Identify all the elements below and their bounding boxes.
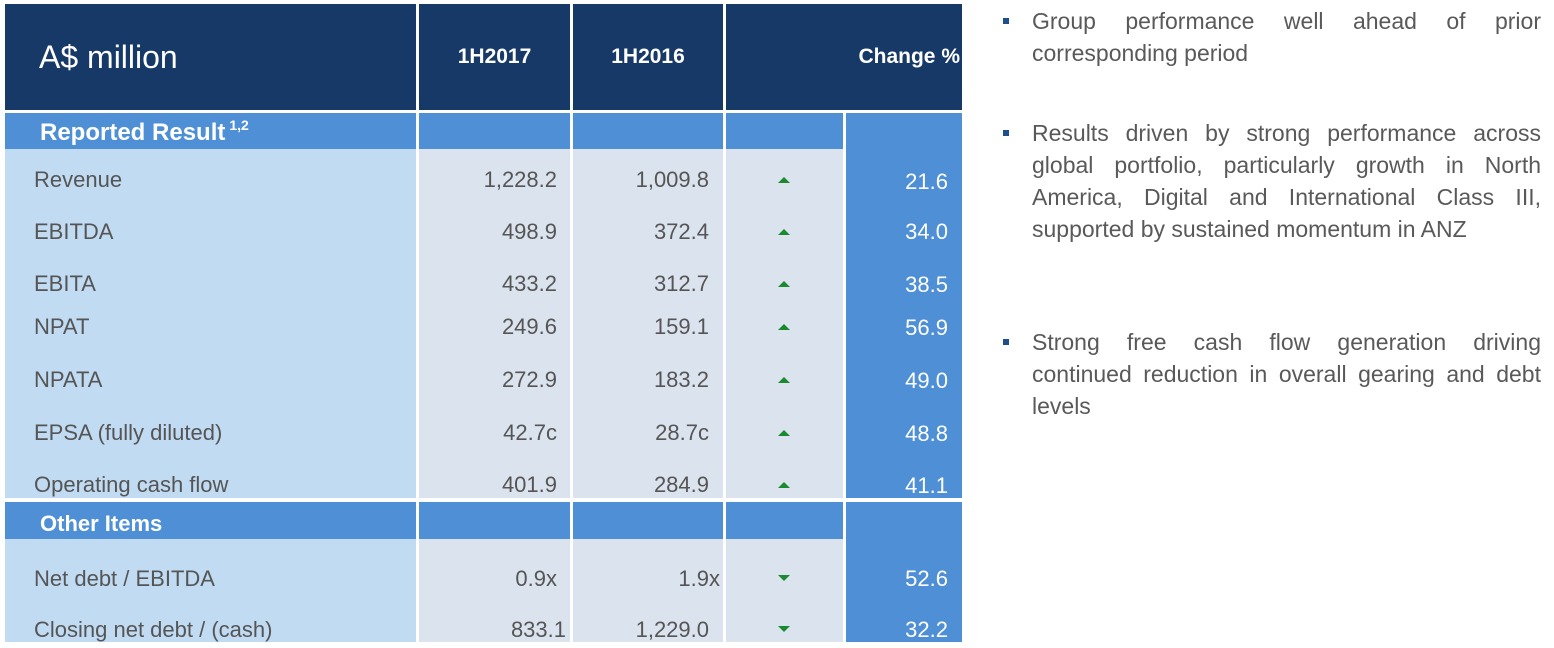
header-title-text: A$ million [39,38,178,75]
table-header-title: A$ million [5,4,416,110]
change-percent: 56.9 [905,315,948,340]
column-header-change-text: Change % [858,45,960,68]
change-percent: 21.6 [905,169,948,194]
section1-col2-column [573,149,723,498]
value-1h2017: 498.9 [501,219,557,244]
up-arrow-icon [778,482,790,488]
change-percent: 41.1 [905,473,948,498]
up-arrow-icon [778,377,790,383]
value-1h2016: 183.2 [653,367,709,392]
section1-col2-fill [573,113,723,149]
column-header-1h2017: 1H2017 [419,4,570,110]
section-reported-result-footnote: 1,2 [229,117,249,133]
change-percent: 52.6 [905,566,948,591]
row-label: NPAT [34,314,90,339]
bullet-text: Group performance well ahead of prior co… [1032,8,1541,66]
row-label: NPATA [34,367,103,392]
column-header-1h2016-text: 1H2016 [611,45,685,68]
value-1h2017: 249.6 [501,314,557,339]
section-other-items-label: Other Items [40,511,163,536]
bullet-item: Results driven by strong performance acr… [1003,117,1541,245]
row-label: EPSA (fully diluted) [34,420,223,445]
row-label: Revenue [34,167,123,192]
section2-col1-column [419,539,570,642]
row-label: EBITA [34,271,96,296]
section2-col1-fill [419,502,570,539]
change-percent: 34.0 [905,219,948,244]
value-1h2016: 1,009.8 [635,167,709,192]
section2-arrow-col-fill [726,502,843,539]
section1-col1-column [419,149,570,498]
change-percent: 49.0 [905,368,948,393]
section1-col1-fill [419,113,570,149]
up-arrow-icon [778,281,790,287]
up-arrow-icon [778,430,790,436]
section1-arrow-col-fill [726,113,843,149]
section-other-items: Other Items [5,502,416,539]
section2-arrow-column [726,539,843,642]
section2-col2-column [573,539,723,642]
column-header-1h2017-text: 1H2017 [457,45,532,68]
bullet-text: Results driven by strong performance acr… [1032,120,1541,242]
value-1h2017: 1,228.2 [483,167,557,192]
bullet-square-icon [1003,339,1009,345]
value-1h2016: 159.1 [653,314,709,339]
change-percent: 32.2 [905,617,948,642]
row-label: Operating cash flow [34,472,229,497]
section1-change-column [846,113,962,498]
change-percent: 48.8 [905,421,948,446]
value-1h2016: 1.9x [678,566,720,591]
row-label: Closing net debt / (cash) [34,617,273,642]
value-1h2016: 1,229.0 [635,617,709,642]
bullet-item: Group performance well ahead of prior co… [1003,5,1541,69]
section2-label-column [5,539,416,642]
bullet-text: Strong free cash flow generation driving… [1032,329,1541,419]
up-arrow-icon [778,177,790,183]
row-label: Net debt / EBITDA [34,566,215,591]
section-reported-result-label: Reported Result [40,119,226,146]
section-reported-result: Reported Result 1,2 [5,113,416,149]
section2-col2-fill [573,502,723,539]
value-1h2017: 401.9 [501,472,557,497]
bullet-item: Strong free cash flow generation driving… [1003,326,1541,422]
change-percent: 38.5 [905,272,948,297]
column-header-change: Change % [726,4,962,110]
value-1h2016: 372.4 [653,219,709,244]
value-1h2017: 0.9x [515,566,557,591]
column-header-1h2016: 1H2016 [573,4,723,110]
up-arrow-icon [778,324,790,330]
section2-change-column [846,502,962,642]
value-1h2016: 312.7 [653,271,709,296]
bullet-square-icon [1003,18,1009,24]
value-1h2016: 284.9 [653,472,709,497]
down-arrow-icon [778,575,790,581]
up-arrow-icon [778,229,790,235]
down-arrow-icon [778,626,790,632]
section1-label-column [5,149,416,498]
section1-arrow-column [726,149,843,498]
value-1h2017: 433.2 [501,271,557,296]
value-1h2017: 272.9 [501,367,557,392]
value-1h2017: 833.1 [510,617,566,642]
row-label: EBITDA [34,219,114,244]
value-1h2017: 42.7c [503,420,557,445]
value-1h2016: 28.7c [655,420,709,445]
bullet-square-icon [1003,130,1009,136]
